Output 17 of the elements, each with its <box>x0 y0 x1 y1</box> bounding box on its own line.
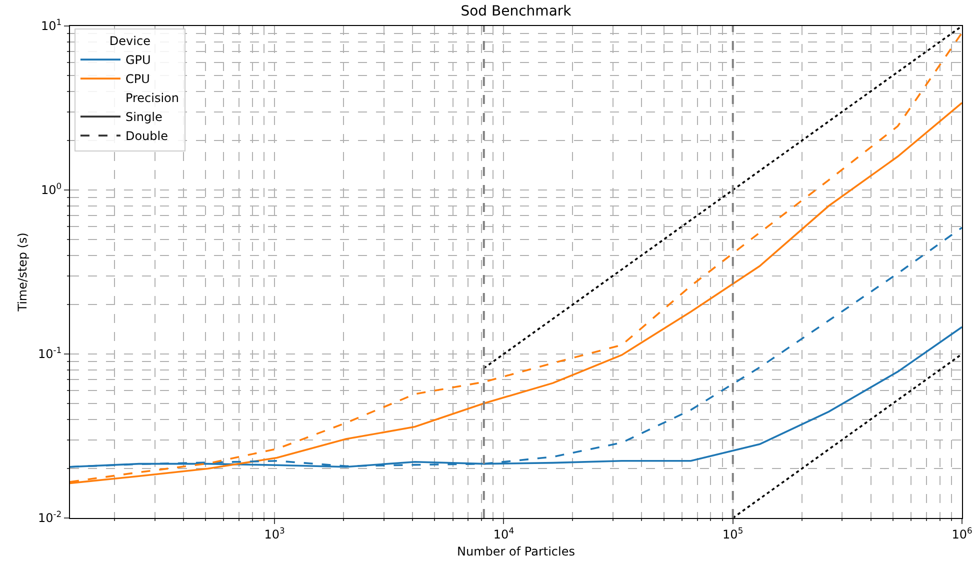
legend-title: Device <box>109 34 150 48</box>
y-axis-title: Time/step (s) <box>15 232 30 312</box>
y-tick-label: 10$^{0}$ <box>40 181 62 198</box>
x-tick-label: 10$^{5}$ <box>722 525 744 542</box>
y-tick-label: 10$^{1}$ <box>40 17 62 34</box>
y-tick-label: 10$^{-1}$ <box>38 345 62 362</box>
text: Precision <box>125 91 180 106</box>
legend-label: GPU <box>125 53 151 68</box>
x-tick-label: 10$^{6}$ <box>952 525 972 542</box>
y-tick-label: 10$^{-2}$ <box>38 509 62 526</box>
legend-label: Double <box>125 129 168 144</box>
x-tick-label: 10$^{4}$ <box>493 525 514 542</box>
legend-label: Single <box>125 110 162 124</box>
x-tick-label: 10$^{3}$ <box>264 525 285 542</box>
legend-label: CPU <box>125 72 150 86</box>
x-axis-title: Number of Particles <box>457 544 575 558</box>
chart-title: Sod Benchmark <box>460 3 572 20</box>
